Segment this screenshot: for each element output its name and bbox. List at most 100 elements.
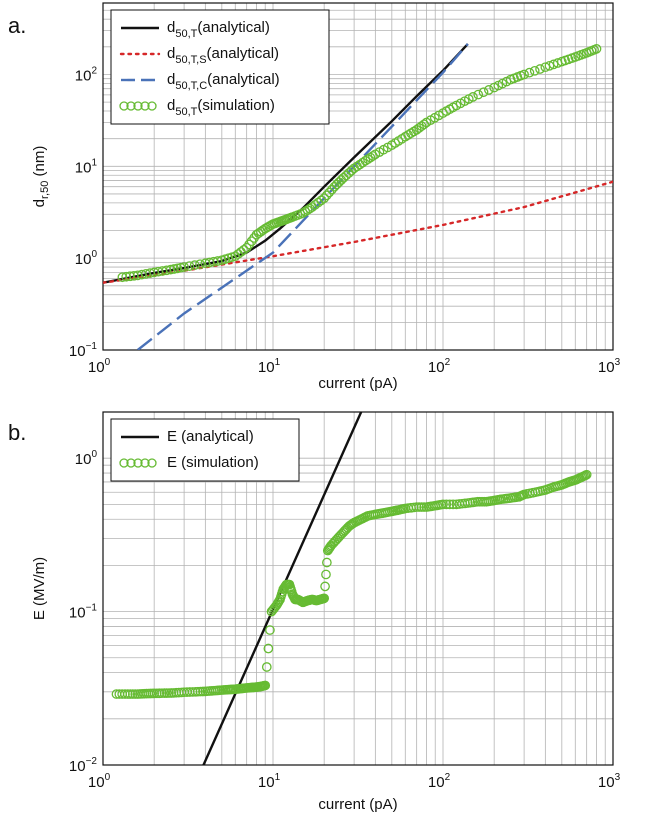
x-tick-label: 101 xyxy=(258,357,281,376)
y-tick-base: 10 xyxy=(75,159,92,176)
legend-swatch xyxy=(119,458,129,468)
plot-frame xyxy=(102,2,614,351)
y-tick-base: 10 xyxy=(69,605,86,622)
data-point xyxy=(321,569,331,580)
plot-area xyxy=(103,43,613,350)
x-tick-base: 10 xyxy=(258,359,275,376)
data-point xyxy=(360,155,371,166)
data-point xyxy=(127,689,138,699)
data-point xyxy=(468,92,478,102)
y-axis-label-unit: (nm) xyxy=(31,146,48,181)
legend: d50,T(analytical)d50,T,S(analytical)d50,… xyxy=(110,9,330,125)
x-tick-label: 100 xyxy=(88,772,111,791)
data-point xyxy=(122,689,133,699)
data-point xyxy=(195,259,205,270)
x-tick-label: 103 xyxy=(598,357,621,376)
data-point xyxy=(540,62,551,73)
legend-label-sub: 50,T xyxy=(175,106,197,118)
data-point xyxy=(448,499,458,510)
legend-swatch xyxy=(126,458,136,468)
x-tick-exp: 1 xyxy=(275,357,281,368)
legend-label: d50,T,C(analytical) xyxy=(167,71,280,92)
legend-label: d50,T,S(analytical) xyxy=(167,45,279,66)
legend-label: d50,T(simulation) xyxy=(167,97,275,118)
data-point xyxy=(365,152,376,163)
legend-entry: E (analytical) xyxy=(121,428,254,445)
y-tick-label: 10−1 xyxy=(69,341,98,360)
data-point xyxy=(244,239,254,250)
data-point xyxy=(484,85,494,95)
legend-label-rest: (simulation) xyxy=(197,97,275,114)
x-tick-exp: 2 xyxy=(445,357,451,368)
data-point xyxy=(246,236,257,247)
data-point xyxy=(473,89,484,100)
y-tick-label: 101 xyxy=(75,157,98,176)
x-tick-exp: 1 xyxy=(275,772,281,783)
x-tick-base: 10 xyxy=(88,774,105,791)
legend-label-base: E (analytical) xyxy=(167,428,254,445)
legend-swatch xyxy=(140,458,150,468)
series-3 xyxy=(117,44,602,283)
y-axis-label: dr,50 (nm) xyxy=(31,146,51,208)
y-tick-label: 10−1 xyxy=(69,603,98,622)
y-tick-exp: −2 xyxy=(86,756,98,767)
x-tick-base: 10 xyxy=(258,774,275,791)
legend-label-base: d xyxy=(167,19,175,36)
y-tick-base: 10 xyxy=(69,758,86,775)
data-point xyxy=(319,593,330,604)
panel-label: a. xyxy=(8,13,26,38)
data-point xyxy=(324,187,335,198)
legend-label-rest: (analytical) xyxy=(207,71,280,88)
y-tick-base: 10 xyxy=(75,67,92,84)
y-tick-base: 10 xyxy=(75,251,92,268)
y-axis-label: E (MV/m) xyxy=(31,557,48,620)
data-point xyxy=(238,244,249,255)
legend-label: E (simulation) xyxy=(167,454,259,471)
data-point xyxy=(441,499,452,510)
data-point xyxy=(165,264,176,275)
data-point xyxy=(316,195,327,206)
data-point xyxy=(438,499,448,510)
data-point xyxy=(149,688,160,699)
legend-box xyxy=(110,418,300,482)
legend-label-base: d xyxy=(167,97,175,114)
legend-entry: d50,T(simulation) xyxy=(119,97,275,118)
legend-label-base: E (simulation) xyxy=(167,454,259,471)
data-point xyxy=(535,64,545,74)
y-tick-base: 10 xyxy=(75,451,92,468)
y-tick-label: 102 xyxy=(75,65,98,84)
legend-swatch xyxy=(126,101,136,111)
y-tick-label: 10−2 xyxy=(69,756,98,775)
data-point xyxy=(519,69,529,80)
x-tick-base: 10 xyxy=(428,774,445,791)
y-tick-label: 100 xyxy=(75,449,98,468)
data-point xyxy=(184,261,195,271)
x-tick-label: 101 xyxy=(258,772,281,791)
y-axis-label-base: d xyxy=(31,199,48,207)
data-point xyxy=(319,193,330,204)
y-axis-label-base: E (MV/m) xyxy=(31,557,48,620)
data-point xyxy=(154,688,165,699)
data-point xyxy=(529,65,540,76)
y-tick-base: 10 xyxy=(69,343,86,360)
data-point xyxy=(265,625,275,635)
legend-entry: d50,T,S(analytical) xyxy=(119,45,279,66)
legend-entry: d50,T,C(analytical) xyxy=(121,71,280,92)
data-point xyxy=(169,264,179,274)
plot-area xyxy=(111,412,592,765)
data-point xyxy=(411,502,422,512)
x-tick-base: 10 xyxy=(428,359,445,376)
legend-entry: d50,T(analytical) xyxy=(121,19,270,40)
data-point xyxy=(172,263,183,274)
legend-label-rest: (analytical) xyxy=(207,45,280,62)
data-point xyxy=(419,502,429,512)
legend-label-base: d xyxy=(167,71,175,88)
legend-label: d50,T(analytical) xyxy=(167,19,270,40)
data-point xyxy=(161,265,172,276)
x-tick-base: 10 xyxy=(88,359,105,376)
data-point xyxy=(263,643,274,654)
y-tick-exp: 0 xyxy=(91,249,97,260)
legend-label-sub: 50,T xyxy=(175,28,197,40)
data-point xyxy=(121,271,132,282)
